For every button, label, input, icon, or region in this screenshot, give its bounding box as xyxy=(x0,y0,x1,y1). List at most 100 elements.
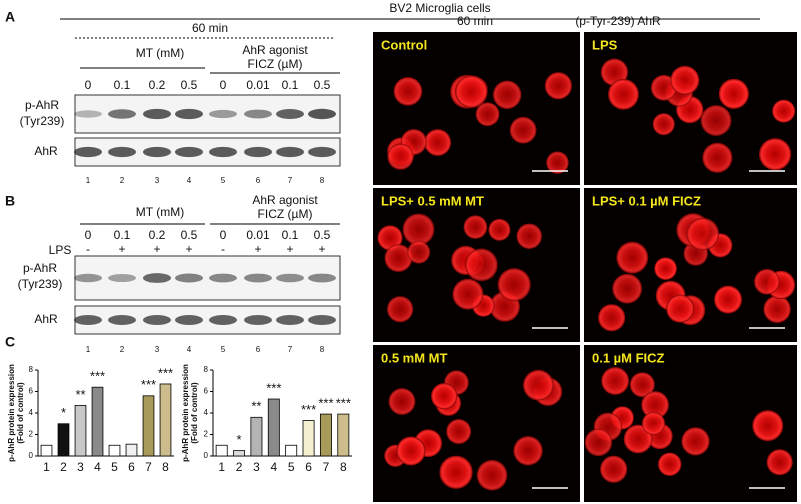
x-tick-label: 2 xyxy=(236,460,243,474)
y-tick-label: 0 xyxy=(29,451,34,460)
dose-label: 0.1 xyxy=(282,78,299,92)
ficz-label: AhR agonist xyxy=(252,193,318,207)
mt-label: MT (mM) xyxy=(136,46,184,60)
cell xyxy=(601,367,630,395)
cell xyxy=(407,240,431,264)
significance: *** xyxy=(318,396,333,411)
y-tick-label: 8 xyxy=(29,365,34,374)
y-tick-label: 4 xyxy=(204,408,209,417)
ahr-blot-band xyxy=(244,315,272,325)
x-tick-label: 5 xyxy=(288,460,295,474)
cell xyxy=(377,225,403,251)
cell xyxy=(476,459,508,491)
cell xyxy=(402,213,435,246)
ahr-blot-band xyxy=(143,315,171,325)
significance: *** xyxy=(141,377,156,392)
ficz-label: FICZ (µM) xyxy=(248,57,303,71)
bar xyxy=(159,383,172,457)
dose-label: 0 xyxy=(85,78,92,92)
p-ahr-blot-band xyxy=(175,108,203,120)
cell xyxy=(686,217,720,251)
lane-number: 7 xyxy=(288,176,293,185)
x-tick-label: 4 xyxy=(94,460,101,474)
condition-label: LPS+ 0.5 mM MT xyxy=(381,193,484,208)
cell xyxy=(623,424,653,454)
lane-number: 6 xyxy=(256,345,261,354)
cell xyxy=(546,151,569,174)
p-ahr-blot-band xyxy=(74,110,102,118)
cell xyxy=(393,76,423,106)
ahr-blot-band xyxy=(244,146,272,158)
p-ahr-blot-band xyxy=(143,273,171,283)
p-ahr-blot-band xyxy=(108,109,136,119)
y-tick-label: 2 xyxy=(204,430,209,439)
significance: *** xyxy=(90,369,105,384)
lane-number: 8 xyxy=(320,176,325,185)
bar xyxy=(215,444,228,457)
dose-label: 0.01 xyxy=(246,228,270,242)
y-axis-label: p-AhR protein expression xyxy=(7,364,16,462)
ficz-label: AhR agonist xyxy=(242,43,308,57)
ahr-blot-band xyxy=(175,315,203,325)
p-ahr-blot-band xyxy=(209,273,237,283)
cell xyxy=(523,369,554,401)
significance: ** xyxy=(75,387,85,402)
panel-label: B xyxy=(5,193,15,209)
significance: ** xyxy=(251,399,261,414)
x-tick-label: 7 xyxy=(145,460,152,474)
stain-label: (p-Tyr-239) AhR xyxy=(575,14,661,28)
bar xyxy=(319,413,332,457)
x-tick-label: 7 xyxy=(323,460,330,474)
dose-label: 0.2 xyxy=(149,228,166,242)
bar xyxy=(108,444,121,457)
cell xyxy=(681,427,710,456)
x-tick-label: 6 xyxy=(128,460,135,474)
p-ahr-blot-band xyxy=(209,109,237,119)
x-tick-label: 5 xyxy=(111,460,118,474)
lps-sign: + xyxy=(185,242,192,256)
p-ahr-blot-band xyxy=(244,273,272,283)
cell xyxy=(752,410,784,442)
cell xyxy=(463,215,488,239)
dose-label: 0.5 xyxy=(181,228,198,242)
ahr-blot-band xyxy=(143,146,171,158)
cell xyxy=(424,129,452,156)
lane-number: 2 xyxy=(120,345,125,354)
dose-label: 0.5 xyxy=(314,78,331,92)
y-axis-label: p-AhR protein expression xyxy=(181,364,190,462)
lane-number: 5 xyxy=(221,345,226,354)
y-axis-label: (Fold of control) xyxy=(16,382,25,444)
ahr-blot-band xyxy=(108,146,136,158)
cell xyxy=(641,411,666,436)
cell xyxy=(616,241,649,274)
significance: *** xyxy=(158,365,173,380)
blot-label: p-AhR xyxy=(23,261,57,275)
cell xyxy=(431,383,458,410)
time-label: 60 min xyxy=(192,21,228,35)
mt-label: MT (mM) xyxy=(136,205,184,219)
cell xyxy=(612,273,643,304)
y-tick-label: 0 xyxy=(204,451,209,460)
p-ahr-blot-band xyxy=(308,108,336,120)
y-axis-label: (Fold of control) xyxy=(190,382,199,444)
cell xyxy=(455,75,488,108)
bar xyxy=(91,386,104,457)
ahr-blot-band xyxy=(276,315,304,325)
cell xyxy=(384,244,413,273)
lps-sign: + xyxy=(318,242,325,256)
cell xyxy=(718,78,749,109)
panel-label: C xyxy=(5,334,15,350)
lps-sign: + xyxy=(286,242,293,256)
cell xyxy=(446,419,472,445)
cell xyxy=(608,78,639,110)
blot-label: AhR xyxy=(34,312,58,326)
cell xyxy=(714,285,743,314)
cell xyxy=(475,102,500,127)
dose-label: 0.5 xyxy=(314,228,331,242)
ahr-blot-band xyxy=(108,315,136,325)
lane-number: 2 xyxy=(120,176,125,185)
dose-label: 0.1 xyxy=(114,78,131,92)
cell xyxy=(386,296,414,323)
ahr-blot-band xyxy=(209,146,237,158)
cell xyxy=(452,278,484,310)
